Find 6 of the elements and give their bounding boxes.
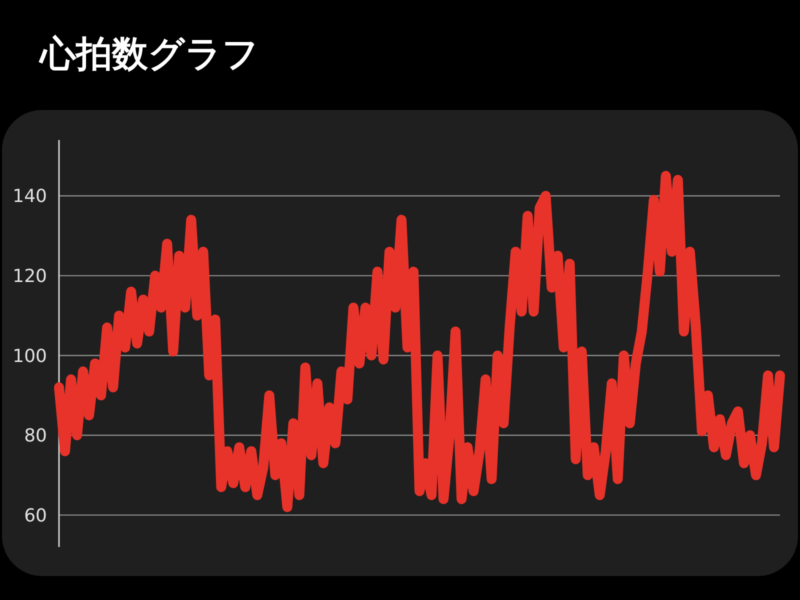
y-tick-label: 60 bbox=[24, 505, 47, 526]
y-tick-label: 80 bbox=[24, 426, 47, 447]
y-tick-label: 140 bbox=[12, 186, 47, 208]
chart-title: 心拍数グラフ bbox=[38, 34, 259, 75]
y-tick-label: 120 bbox=[12, 266, 47, 287]
y-tick-label: 100 bbox=[12, 346, 47, 367]
